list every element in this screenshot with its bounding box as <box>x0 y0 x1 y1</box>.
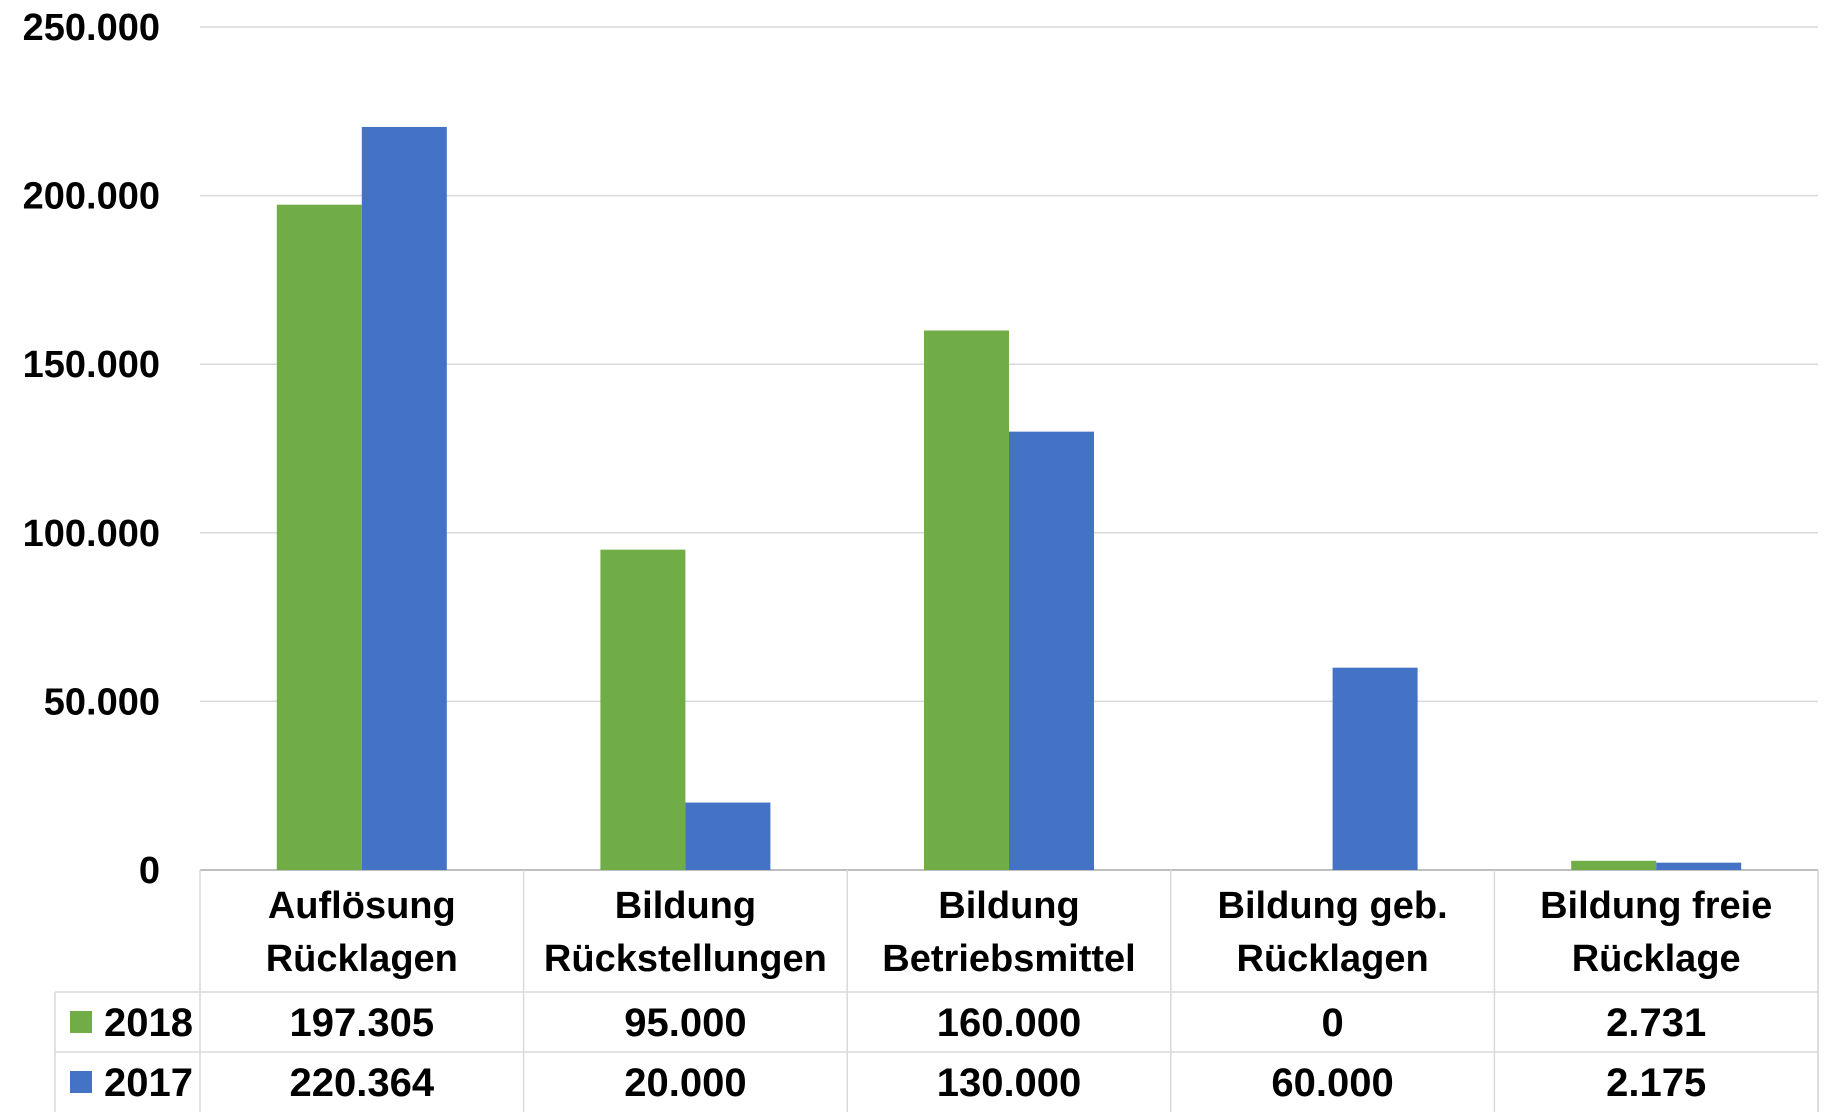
y-tick-label: 200.000 <box>23 176 160 218</box>
y-tick-label: 0 <box>139 850 160 892</box>
bar-2018-5 <box>1571 860 1657 870</box>
category-label: Bildung Betriebsmittel <box>882 885 1135 980</box>
legend-key-2018 <box>70 1011 92 1033</box>
bar-2017-5 <box>1656 862 1742 870</box>
table-cell-value: 2.731 <box>1606 1001 1706 1045</box>
bar-2017-4 <box>1332 667 1418 870</box>
category-label: Bildung freie Rücklage <box>1540 885 1772 980</box>
table-cell-value: 2.175 <box>1606 1061 1706 1105</box>
bar-2017-2 <box>685 802 771 870</box>
y-tick-label: 250.000 <box>23 7 160 49</box>
legend-key-2017 <box>70 1071 92 1093</box>
y-axis-ticks: 0 50.000 100.000 150.000 200.000 250.000 <box>23 7 160 892</box>
y-tick-label: 150.000 <box>23 344 160 386</box>
category-label: Bildung geb. Rücklagen <box>1218 885 1448 980</box>
data-table: Auflösung Rücklagen Bildung Rückstellungen B… <box>54 870 1819 1112</box>
table-cell-value: 20.000 <box>624 1061 746 1105</box>
table-cell-value: 130.000 <box>937 1061 1082 1105</box>
table-cell-value: 0 <box>1321 1001 1343 1045</box>
bar-2017-3 <box>1009 431 1094 870</box>
table-cell-value: 197.305 <box>290 1001 435 1045</box>
table-cell-value: 60.000 <box>1271 1061 1393 1105</box>
category-label: Bildung Rückstellungen <box>544 885 827 980</box>
bar-2018-1 <box>276 204 362 870</box>
bar-2017-1 <box>361 126 447 870</box>
legend-label-2017: 2017 <box>104 1061 193 1105</box>
bars <box>276 126 1742 871</box>
y-tick-label: 50.000 <box>44 681 160 723</box>
table-cell-value: 160.000 <box>937 1001 1082 1045</box>
legend-label-2018: 2018 <box>104 1001 193 1045</box>
table-cell-value: 95.000 <box>624 1001 746 1045</box>
category-label: Auflösung Rücklagen <box>266 885 458 980</box>
bar-2018-3 <box>924 330 1009 871</box>
bar-2018-2 <box>600 549 686 870</box>
table-cell-value: 220.364 <box>290 1061 435 1105</box>
y-tick-label: 100.000 <box>23 513 160 555</box>
